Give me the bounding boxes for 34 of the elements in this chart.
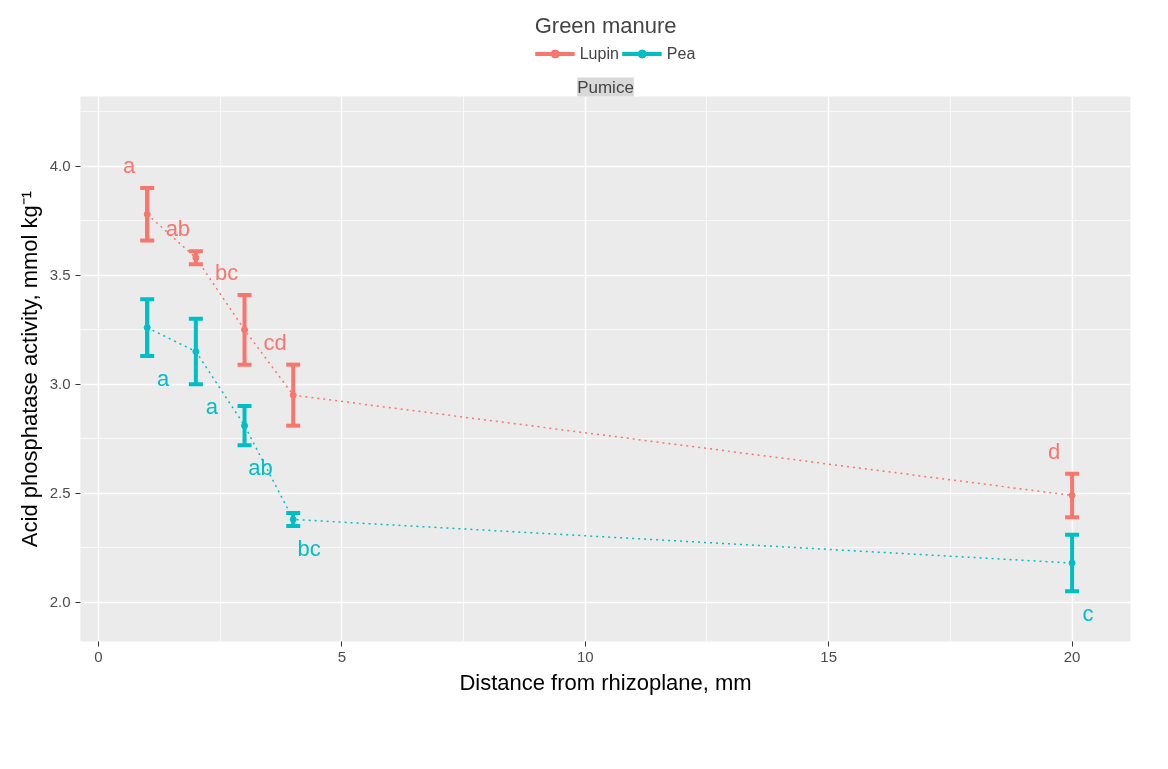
data-label: a [205, 394, 219, 420]
data-label: d [1047, 438, 1061, 464]
legend-title: Green manure [534, 12, 678, 38]
x-tick-label: 20 [1063, 647, 1081, 665]
y-tick-label: 2.5 [49, 484, 71, 502]
legend-label: Pea [666, 44, 696, 62]
y-axis-title: Acid phosphatase activity, mmol kg⁻¹ [16, 190, 42, 548]
point [1068, 491, 1076, 499]
point [143, 210, 151, 218]
y-tick-label: 4.0 [49, 157, 71, 175]
point [289, 391, 297, 399]
x-tick-label: 0 [94, 647, 103, 665]
data-label: cd [263, 329, 287, 355]
legend-label: Lupin [579, 44, 619, 62]
x-tick-label: 15 [820, 647, 838, 665]
data-label: a [123, 153, 137, 179]
data-label: a [157, 365, 171, 391]
y-tick-label: 3.0 [49, 375, 71, 393]
data-label: ab [165, 216, 191, 242]
chart-title: Pumice [577, 77, 634, 97]
y-tick-label: 2.0 [49, 593, 71, 611]
point [143, 324, 151, 332]
point [241, 326, 249, 334]
y-tick-label: 3.5 [49, 266, 71, 284]
data-label: c [1082, 601, 1094, 627]
x-tick-label: 10 [576, 647, 594, 665]
point [241, 422, 249, 430]
x-axis-title: Distance from rhizoplane, mm [459, 669, 752, 695]
data-label: ab [248, 455, 273, 481]
data-label: bc [214, 259, 239, 285]
point [1068, 559, 1076, 567]
data-label: bc [297, 535, 321, 561]
x-tick-label: 5 [337, 647, 347, 665]
point [192, 348, 200, 356]
